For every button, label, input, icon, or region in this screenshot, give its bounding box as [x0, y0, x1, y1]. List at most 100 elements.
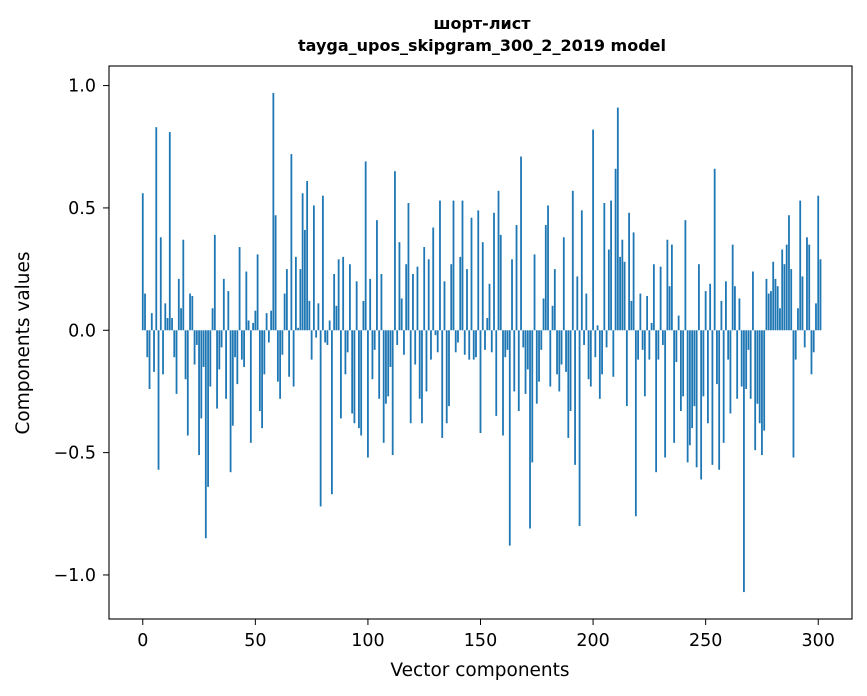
bar-169 [522, 330, 525, 348]
bar-153 [486, 318, 489, 331]
bar-69 [297, 327, 300, 331]
bar-282 [776, 286, 779, 331]
bar-38 [227, 291, 230, 331]
bar-7 [157, 330, 160, 470]
bar-216 [628, 212, 630, 331]
bar-162 [506, 330, 509, 350]
bar-201 [594, 330, 597, 358]
bar-112 [394, 171, 396, 331]
bar-50 [254, 310, 257, 331]
bar-275 [761, 330, 763, 456]
bar-40 [231, 330, 234, 426]
bar-73 [306, 181, 309, 331]
bar-225 [648, 330, 651, 360]
bar-142 [461, 200, 464, 331]
y-tick-label-1: −0.5 [54, 444, 97, 464]
bar-125 [423, 247, 426, 331]
bar-98 [362, 300, 365, 331]
bar-294 [803, 330, 806, 348]
bar-106 [380, 273, 383, 331]
bar-63 [283, 293, 286, 331]
bar-136 [448, 330, 450, 407]
bar-204 [601, 330, 603, 375]
bar-291 [797, 308, 799, 331]
bar-166 [515, 225, 518, 331]
bar-58 [272, 92, 275, 331]
bar-35 [220, 330, 223, 348]
bar-134 [443, 281, 446, 331]
bar-110 [389, 330, 392, 367]
bar-57 [270, 310, 273, 331]
bar-226 [650, 322, 653, 331]
bar-20 [186, 330, 189, 436]
bar-30 [209, 330, 212, 387]
bar-109 [387, 330, 390, 397]
bar-133 [441, 330, 444, 438]
bar-250 [704, 291, 707, 331]
bar-160 [502, 330, 504, 436]
bar-280 [772, 261, 775, 331]
bar-8 [159, 237, 162, 331]
bar-181 [549, 330, 552, 387]
bar-43 [238, 247, 241, 331]
bar-223 [643, 330, 646, 397]
bar-298 [812, 330, 815, 353]
bar-140 [457, 330, 459, 343]
bar-158 [497, 190, 500, 331]
bar-64 [285, 269, 288, 331]
bar-97 [360, 330, 363, 436]
bar-121 [414, 330, 417, 365]
bar-243 [688, 330, 691, 446]
bar-301 [819, 259, 822, 331]
bar-278 [767, 293, 770, 331]
bar-141 [459, 256, 462, 331]
bar-179 [544, 225, 547, 331]
bar-258 [722, 330, 725, 443]
bar-1 [144, 293, 146, 331]
bar-144 [466, 269, 468, 331]
bar-54 [263, 330, 266, 375]
bar-37 [225, 330, 227, 399]
bar-105 [378, 330, 381, 399]
bar-211 [616, 107, 619, 331]
bar-259 [725, 281, 727, 331]
bar-217 [630, 300, 633, 331]
bar-47 [247, 320, 250, 331]
bar-187 [562, 237, 565, 331]
bar-296 [808, 244, 811, 331]
bar-167 [517, 330, 520, 412]
bar-185 [558, 330, 561, 392]
bar-283 [779, 308, 781, 331]
bar-276 [763, 330, 766, 431]
bar-115 [400, 298, 403, 331]
bar-261 [729, 330, 732, 414]
bar-4 [150, 313, 153, 331]
bar-79 [319, 330, 322, 507]
bar-254 [713, 168, 716, 331]
bar-290 [794, 330, 797, 360]
bar-268 [745, 330, 748, 389]
bar-220 [637, 330, 640, 360]
bar-247 [698, 264, 700, 331]
bar-31 [211, 308, 214, 331]
bar-175 [535, 330, 538, 404]
bar-206 [605, 330, 608, 348]
bar-297 [810, 330, 813, 375]
bar-270 [749, 330, 752, 399]
bar-285 [783, 264, 786, 331]
bar-237 [675, 330, 678, 363]
bar-233 [666, 239, 669, 331]
bar-71 [301, 193, 304, 331]
bar-83 [328, 320, 331, 331]
bar-75 [310, 330, 313, 360]
bar-96 [358, 330, 360, 429]
bar-271 [752, 271, 754, 331]
bar-255 [716, 330, 718, 385]
bar-209 [612, 330, 615, 377]
bar-265 [738, 298, 741, 331]
bar-129 [432, 227, 435, 331]
bar-240 [682, 330, 685, 397]
bar-300 [817, 195, 820, 331]
bar-18 [182, 239, 185, 331]
bar-87 [337, 259, 340, 331]
